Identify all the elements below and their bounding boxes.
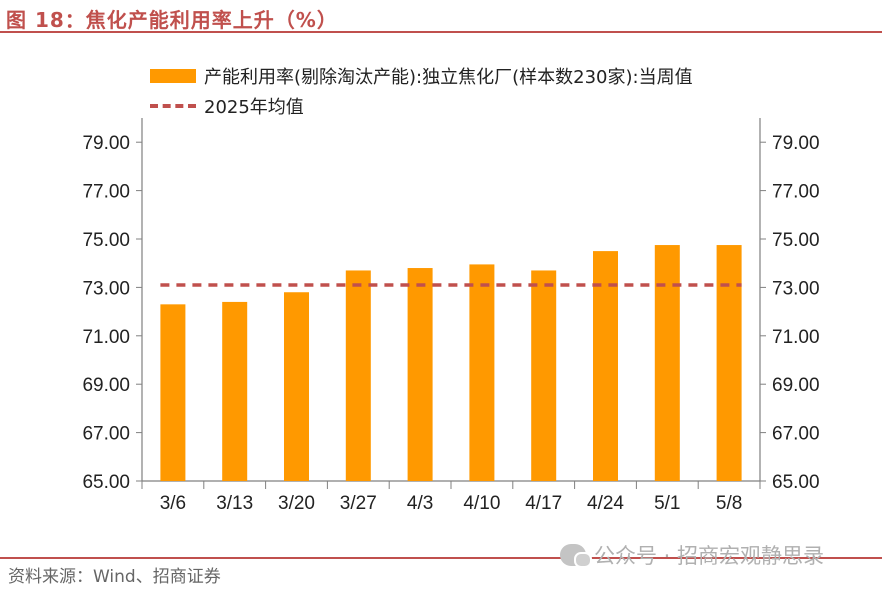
y-tick-label-left: 73.00 [82, 278, 130, 299]
y-tick-label-right: 69.00 [772, 375, 820, 396]
y-tick-label-right: 67.00 [772, 424, 820, 445]
legend-swatch-bar [150, 69, 196, 83]
y-tick-label-right: 65.00 [772, 472, 820, 493]
x-tick-label: 4/17 [525, 493, 562, 514]
bar [222, 301, 248, 481]
bar [469, 264, 495, 481]
x-tick-label: 3/6 [160, 493, 186, 514]
y-tick-label-left: 65.00 [82, 472, 130, 493]
watermark-text: 公众号 · 招商宏观静思录 [594, 544, 825, 568]
y-tick-label-left: 69.00 [82, 375, 130, 396]
bar [654, 245, 680, 481]
legend-swatch-line [150, 104, 196, 108]
y-tick-label-left: 79.00 [82, 133, 130, 154]
x-tick-label: 4/3 [407, 493, 433, 514]
y-tick-label-right: 77.00 [772, 182, 820, 203]
legend-item-average: 2025年均值 [150, 91, 693, 121]
legend-label-average: 2025年均值 [204, 97, 304, 118]
figure-title: 图 18：焦化产能利用率上升（%） [6, 8, 338, 32]
x-tick-label: 4/24 [587, 493, 624, 514]
x-tick-label: 5/1 [654, 493, 680, 514]
x-tick-label: 3/20 [278, 493, 315, 514]
chart-legend: 产能利用率(剔除淘汰产能):独立焦化厂(样本数230家):当周值 2025年均值 [150, 61, 693, 121]
y-tick-label-left: 67.00 [82, 424, 130, 445]
bar [593, 251, 618, 481]
y-tick-label-right: 75.00 [772, 230, 820, 251]
bar [284, 292, 309, 481]
wechat-icon [560, 544, 592, 568]
y-tick-label-left: 77.00 [82, 182, 130, 203]
y-tick-label-right: 79.00 [772, 133, 820, 154]
y-tick-label-right: 71.00 [772, 327, 820, 348]
legend-item-bar: 产能利用率(剔除淘汰产能):独立焦化厂(样本数230家):当周值 [150, 61, 693, 91]
footer-rule [0, 557, 882, 559]
y-tick-label-right: 73.00 [772, 278, 820, 299]
bar [407, 268, 433, 481]
bar [716, 245, 742, 481]
bar [531, 270, 557, 481]
x-tick-label: 5/8 [716, 493, 742, 514]
y-tick-label-left: 71.00 [82, 327, 130, 348]
x-tick-label: 3/13 [216, 493, 253, 514]
watermark: 公众号 · 招商宏观静思录 [560, 540, 824, 570]
y-tick-label-left: 75.00 [82, 230, 130, 251]
title-rule [0, 31, 882, 33]
bar [160, 304, 186, 481]
x-tick-label: 3/27 [340, 493, 377, 514]
legend-label-bar: 产能利用率(剔除淘汰产能):独立焦化厂(样本数230家):当周值 [204, 67, 693, 88]
x-tick-label: 4/10 [463, 493, 500, 514]
bar [345, 270, 371, 481]
source-note: 资料来源：Wind、招商证券 [8, 567, 221, 587]
